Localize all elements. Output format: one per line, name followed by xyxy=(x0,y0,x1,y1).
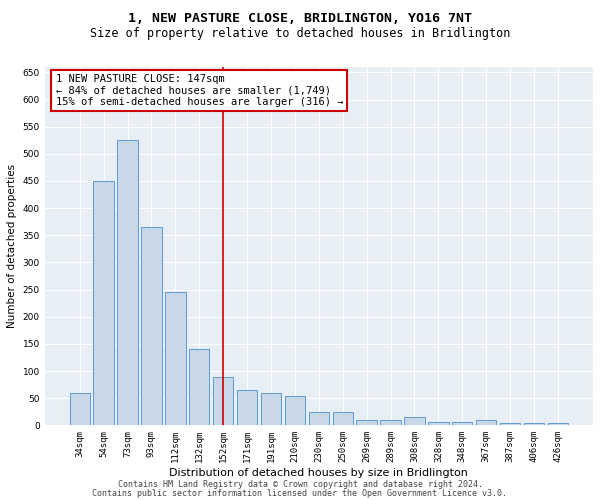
Bar xyxy=(476,420,496,426)
Bar xyxy=(380,420,401,426)
Bar xyxy=(94,181,114,426)
Bar xyxy=(500,422,520,426)
Bar xyxy=(404,417,425,426)
Text: 1, NEW PASTURE CLOSE, BRIDLINGTON, YO16 7NT: 1, NEW PASTURE CLOSE, BRIDLINGTON, YO16 … xyxy=(128,12,472,26)
Bar xyxy=(285,396,305,426)
Bar xyxy=(356,420,377,426)
Bar xyxy=(141,227,161,426)
Bar xyxy=(213,376,233,426)
Bar xyxy=(308,412,329,426)
Bar xyxy=(118,140,137,426)
Text: Contains HM Land Registry data © Crown copyright and database right 2024.: Contains HM Land Registry data © Crown c… xyxy=(118,480,482,489)
Bar xyxy=(70,393,90,426)
Bar xyxy=(332,412,353,426)
Bar xyxy=(452,422,472,426)
Bar xyxy=(548,422,568,426)
Text: Contains public sector information licensed under the Open Government Licence v3: Contains public sector information licen… xyxy=(92,488,508,498)
Y-axis label: Number of detached properties: Number of detached properties xyxy=(7,164,17,328)
Bar xyxy=(524,422,544,426)
Bar xyxy=(261,393,281,426)
Bar xyxy=(237,390,257,426)
Bar xyxy=(165,292,185,426)
Text: Size of property relative to detached houses in Bridlington: Size of property relative to detached ho… xyxy=(90,28,510,40)
Text: 1 NEW PASTURE CLOSE: 147sqm
← 84% of detached houses are smaller (1,749)
15% of : 1 NEW PASTURE CLOSE: 147sqm ← 84% of det… xyxy=(56,74,343,108)
Bar xyxy=(428,422,449,426)
Bar xyxy=(189,350,209,426)
X-axis label: Distribution of detached houses by size in Bridlington: Distribution of detached houses by size … xyxy=(169,468,468,478)
